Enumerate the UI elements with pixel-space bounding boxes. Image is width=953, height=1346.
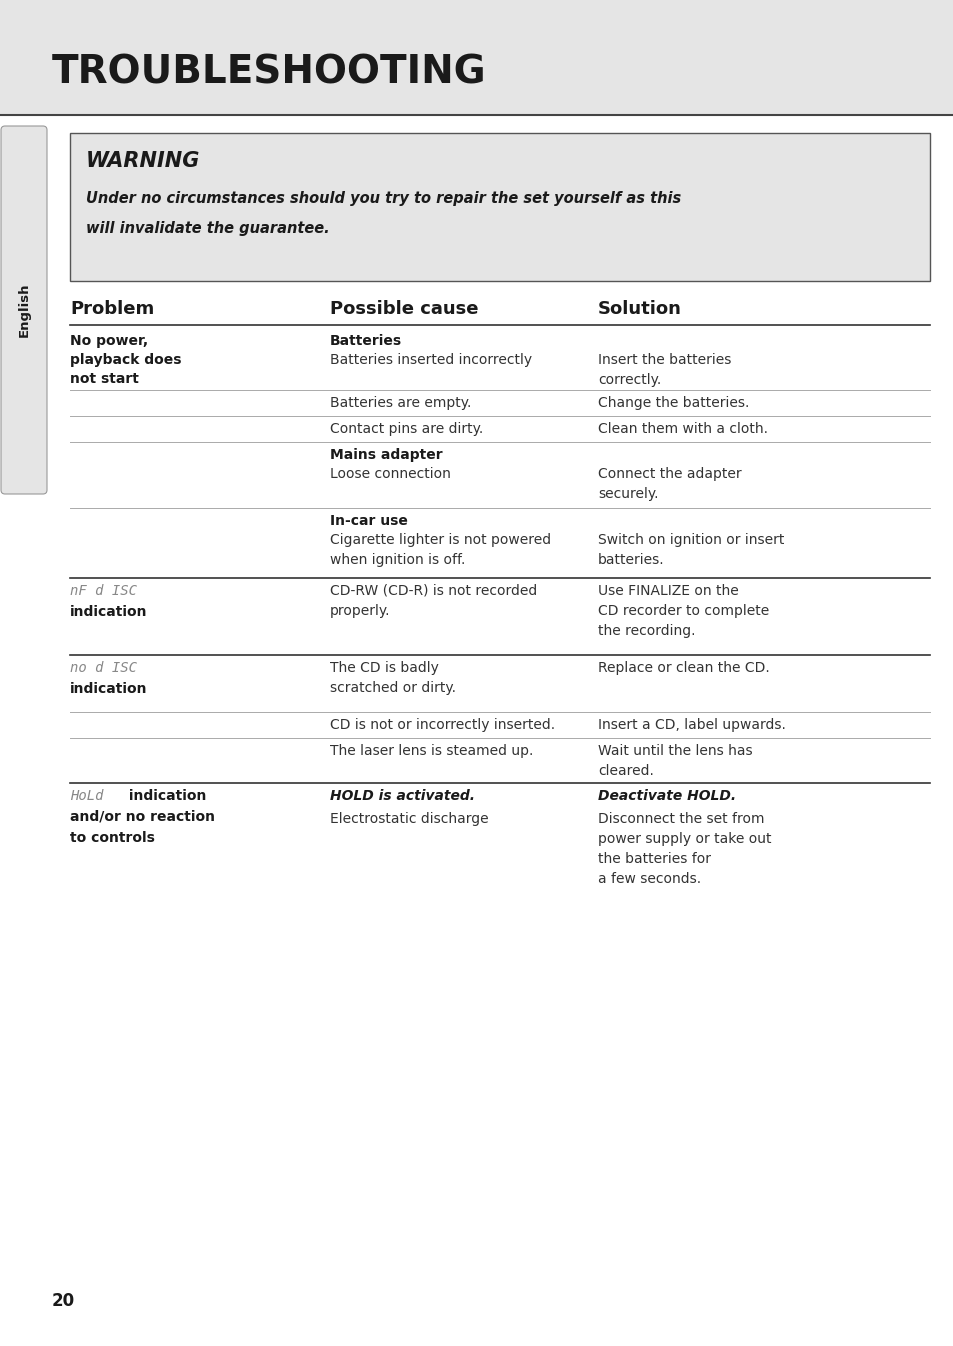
Text: WARNING: WARNING	[86, 151, 200, 171]
Text: The CD is badly
scratched or dirty.: The CD is badly scratched or dirty.	[330, 661, 456, 695]
Text: TROUBLESHOOTING: TROUBLESHOOTING	[52, 52, 486, 92]
Text: HoLd: HoLd	[70, 789, 103, 804]
Text: In-car use: In-car use	[330, 514, 408, 528]
Text: to controls: to controls	[70, 830, 154, 845]
Text: Batteries inserted incorrectly: Batteries inserted incorrectly	[330, 353, 532, 367]
Text: Switch on ignition or insert
batteries.: Switch on ignition or insert batteries.	[598, 533, 783, 567]
Text: Wait until the lens has
cleared.: Wait until the lens has cleared.	[598, 744, 752, 778]
Text: Batteries: Batteries	[330, 334, 402, 349]
Text: Cigarette lighter is not powered
when ignition is off.: Cigarette lighter is not powered when ig…	[330, 533, 551, 567]
Text: Connect the adapter
securely.: Connect the adapter securely.	[598, 467, 740, 501]
Text: Deactivate HOLD.: Deactivate HOLD.	[598, 789, 736, 804]
Text: Loose connection: Loose connection	[330, 467, 451, 481]
Text: Replace or clean the CD.: Replace or clean the CD.	[598, 661, 769, 674]
Text: indication: indication	[70, 604, 148, 619]
Bar	[0, 0, 953, 114]
Text: English: English	[17, 283, 30, 338]
Text: Problem: Problem	[70, 300, 154, 318]
Text: no d ISC: no d ISC	[70, 661, 137, 674]
Text: HOLD is activated.: HOLD is activated.	[330, 789, 475, 804]
Text: and/or no reaction: and/or no reaction	[70, 810, 214, 824]
Text: indication: indication	[124, 789, 206, 804]
Text: No power,: No power,	[70, 334, 148, 349]
Text: The laser lens is steamed up.: The laser lens is steamed up.	[330, 744, 533, 758]
Text: playback does: playback does	[70, 353, 181, 367]
Text: 20: 20	[52, 1292, 75, 1310]
Text: not start: not start	[70, 371, 139, 386]
Text: Insert a CD, label upwards.: Insert a CD, label upwards.	[598, 717, 785, 732]
FancyBboxPatch shape	[1, 127, 47, 494]
Text: nF d ISC: nF d ISC	[70, 584, 137, 598]
Text: Contact pins are dirty.: Contact pins are dirty.	[330, 423, 483, 436]
Text: Use FINALIZE on the
CD recorder to complete
the recording.: Use FINALIZE on the CD recorder to compl…	[598, 584, 768, 638]
Text: indication: indication	[70, 682, 148, 696]
Text: will invalidate the guarantee.: will invalidate the guarantee.	[86, 221, 330, 236]
Text: Possible cause: Possible cause	[330, 300, 478, 318]
Text: Insert the batteries
correctly.: Insert the batteries correctly.	[598, 353, 731, 388]
Text: Under no circumstances should you try to repair the set yourself as this: Under no circumstances should you try to…	[86, 191, 680, 206]
Text: Clean them with a cloth.: Clean them with a cloth.	[598, 423, 767, 436]
Text: CD is not or incorrectly inserted.: CD is not or incorrectly inserted.	[330, 717, 555, 732]
Text: Solution: Solution	[598, 300, 681, 318]
Text: Change the batteries.: Change the batteries.	[598, 396, 749, 411]
Text: CD-RW (CD-R) is not recorded
properly.: CD-RW (CD-R) is not recorded properly.	[330, 584, 537, 618]
Text: Mains adapter: Mains adapter	[330, 448, 442, 462]
Text: Batteries are empty.: Batteries are empty.	[330, 396, 471, 411]
FancyBboxPatch shape	[70, 133, 929, 281]
Text: Electrostatic discharge: Electrostatic discharge	[330, 812, 488, 826]
Text: Disconnect the set from
power supply or take out
the batteries for
a few seconds: Disconnect the set from power supply or …	[598, 812, 771, 886]
